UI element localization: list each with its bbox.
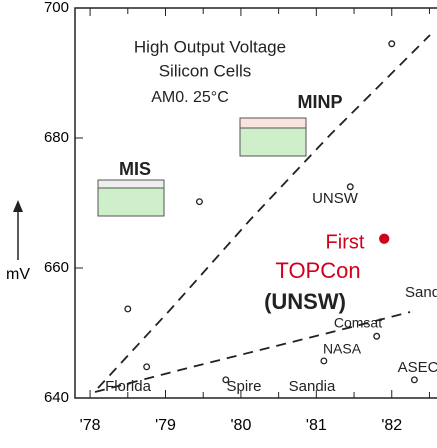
axis-arrow-head: [13, 200, 23, 212]
point: [380, 234, 389, 243]
annotation: MIS: [119, 159, 151, 179]
annotation: High Output Voltage: [134, 37, 286, 56]
cell-layer: [240, 118, 306, 128]
annotation: Silicon Cells: [159, 61, 252, 80]
x-tick-label: '80: [230, 417, 251, 434]
chart: mV 640 660 680 700 '78 '79 '80 '81 '82 High Outpu…: [0, 0, 437, 448]
point: [197, 199, 203, 205]
point: [412, 377, 418, 383]
x-tick-label: '79: [155, 417, 176, 434]
annotation: MINP: [298, 92, 343, 112]
y-tick-label: 660: [44, 259, 69, 276]
y-tick-label: 640: [44, 389, 69, 406]
y-label: mV: [6, 266, 30, 283]
x-tick-label: '78: [80, 417, 101, 434]
annotation: NASA: [323, 341, 362, 357]
cell-base: [240, 128, 306, 156]
point: [144, 364, 150, 370]
cell-base: [98, 188, 164, 216]
annotation: Florida: [105, 378, 152, 395]
cell-layer: [98, 180, 164, 188]
annotation: Spire: [226, 378, 261, 395]
point: [347, 184, 353, 190]
x-tick-label: '82: [381, 417, 402, 434]
x-tick-label: '81: [306, 417, 327, 434]
annotation: Sandia: [289, 378, 336, 395]
cell-diagram: [98, 180, 164, 216]
point: [125, 306, 131, 312]
annotation: TOPCon: [275, 258, 360, 283]
annotation: Comsat: [334, 315, 382, 331]
point: [321, 358, 327, 364]
y-tick-label: 700: [44, 0, 69, 16]
annotation: (UNSW): [264, 289, 346, 314]
annotation: AM0. 25°C: [151, 89, 229, 106]
annotation: ASEC: [398, 359, 437, 376]
point: [374, 333, 380, 339]
point: [389, 41, 395, 47]
cell-diagram: [240, 118, 306, 156]
annotation: First: [326, 231, 365, 253]
y-tick-label: 680: [44, 129, 69, 146]
annotation: Sandia: [405, 284, 437, 301]
annotation: UNSW: [312, 190, 359, 207]
